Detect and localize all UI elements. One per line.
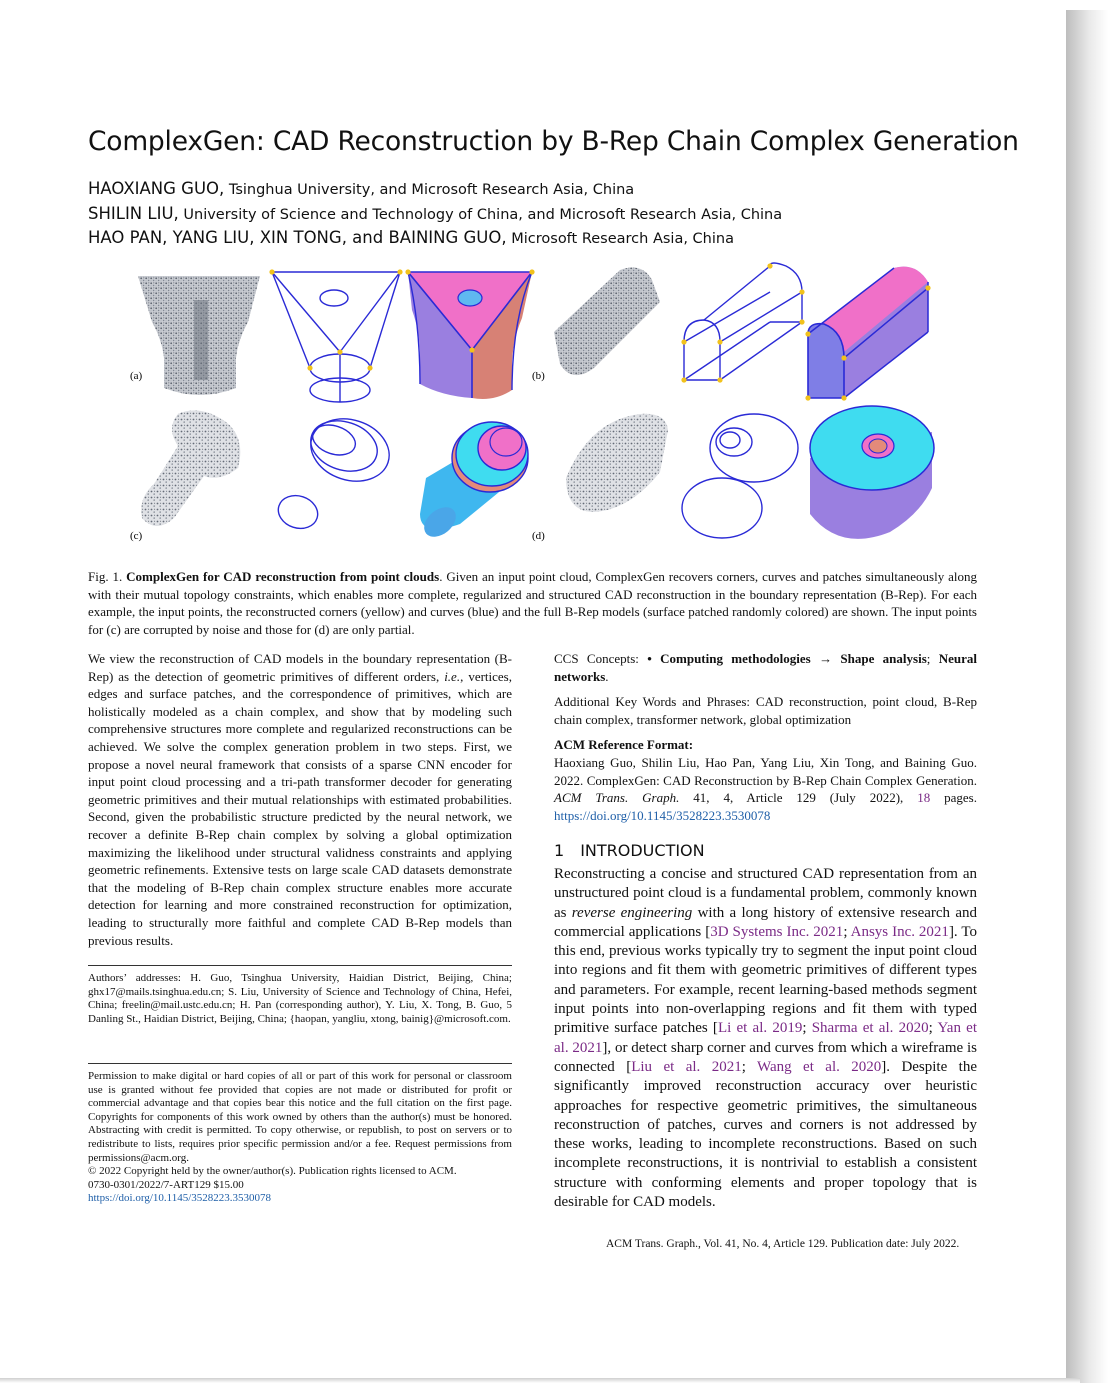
panel-a-pointcloud xyxy=(138,276,260,395)
figure-1: (a) (b) xyxy=(130,262,935,542)
reference-format: Haoxiang Guo, Shilin Liu, Hao Pan, Yang … xyxy=(554,754,977,824)
author-line-3: HAO PAN, YANG LIU, XIN TONG, and BAINING… xyxy=(88,228,734,247)
keywords: Additional Key Words and Phrases: CAD re… xyxy=(554,694,977,727)
author-names: HAO PAN, YANG LIU, XIN TONG, and BAINING… xyxy=(88,228,507,247)
intro-text: ; xyxy=(928,1020,938,1037)
divider xyxy=(88,1063,512,1064)
section-number: 1 xyxy=(554,841,565,860)
issn-line: 0730-0301/2022/7-ART129 $15.00 xyxy=(88,1178,244,1191)
panel-d-pointcloud xyxy=(566,413,668,512)
abstract-text: We view the reconstruction of CAD models… xyxy=(88,651,512,684)
panel-b-wireframe xyxy=(683,262,803,381)
citation-link[interactable]: Liu et al. 2021 xyxy=(631,1058,742,1075)
ccs-separator: ; xyxy=(926,651,939,666)
ccs-label: CCS Concepts: xyxy=(554,651,648,666)
permission-notice: Permission to make digital or hard copie… xyxy=(88,1070,512,1206)
abstract-text: , vertices, edges and surface patches, a… xyxy=(88,668,512,948)
intro-text: ; xyxy=(802,1020,812,1037)
panel-c-brep xyxy=(420,421,529,537)
ccs-end: . xyxy=(605,668,609,684)
permission-text: Permission to make digital or hard copie… xyxy=(88,1070,512,1164)
figure-caption: Fig. 1. ComplexGen for CAD reconstructio… xyxy=(88,568,977,638)
citation-link[interactable]: Sharma et al. 2020 xyxy=(811,1020,929,1037)
author-line-2: SHILIN LIU, University of Science and Te… xyxy=(88,204,782,223)
reference-text: 41, 4, Article 129 (July 2022), xyxy=(679,790,918,806)
citation-link[interactable]: Ansys Inc. 2021 xyxy=(850,923,949,940)
panel-a-wireframe xyxy=(271,271,401,403)
caption-prefix: Fig. 1. xyxy=(88,569,127,584)
panel-c-pointcloud xyxy=(141,410,241,526)
section-heading-introduction: 1 INTRODUCTION xyxy=(554,841,705,860)
caption-text: . Given an input point cloud, ComplexGen… xyxy=(88,569,977,637)
intro-emphasis: reverse engineering xyxy=(571,904,693,921)
panel-a-brep xyxy=(405,269,535,399)
paper-title: ComplexGen: CAD Reconstruction by B-Rep … xyxy=(88,126,1019,157)
panel-label-c: (c) xyxy=(130,530,143,542)
citation-link[interactable]: Wang et al. 2020 xyxy=(757,1058,882,1075)
authors-addresses: Authors’ addresses: H. Guo, Tsinghua Uni… xyxy=(88,972,512,1025)
reference-journal: ACM Trans. Graph. xyxy=(554,790,680,806)
divider xyxy=(88,965,512,966)
panel-label-d: (d) xyxy=(532,530,545,542)
intro-text: ], or detect sharp corner and curves fro… xyxy=(554,1039,977,1075)
panel-label-a: (a) xyxy=(130,370,143,382)
author-names: HAOXIANG GUO, xyxy=(88,179,225,198)
page-shadow-right xyxy=(1066,10,1108,1383)
citation-link[interactable]: Yan et al. 2021 xyxy=(554,1020,977,1056)
author-names: SHILIN LIU, xyxy=(88,204,179,223)
reference-doi-link[interactable]: https://doi.org/10.1145/3528223.3530078 xyxy=(554,807,771,823)
panel-c-wireframe xyxy=(277,418,390,530)
abstract: We view the reconstruction of CAD models… xyxy=(88,650,512,949)
author-line-1: HAOXIANG GUO, Tsinghua University, and M… xyxy=(88,179,634,198)
copyright-line: © 2022 Copyright held by the owner/autho… xyxy=(88,1165,457,1178)
introduction-text: Reconstructing a concise and structured … xyxy=(554,865,977,1212)
ccs-concepts: CCS Concepts: • Computing methodologies … xyxy=(554,650,977,685)
panel-b-brep xyxy=(805,266,931,401)
panel-d-wireframe xyxy=(681,413,799,539)
panel-label-b: (b) xyxy=(532,370,545,382)
intro-text: ; xyxy=(741,1058,758,1075)
intro-text: with a long history of extensive researc… xyxy=(554,904,978,940)
reference-text: Haoxiang Guo, Shilin Liu, Hao Pan, Yang … xyxy=(554,755,977,788)
caption-bold: ComplexGen for CAD reconstruction from p… xyxy=(126,569,440,584)
page-footer: ACM Trans. Graph., Vol. 41, No. 4, Artic… xyxy=(606,1238,960,1250)
reference-pages-link[interactable]: 18 xyxy=(917,790,931,806)
intro-text: ]. To this end, previous works typically… xyxy=(554,923,977,1037)
doi-link[interactable]: https://doi.org/10.1145/3528223.3530078 xyxy=(88,1192,272,1205)
author-affiliation: University of Science and Technology of … xyxy=(178,207,783,223)
panel-b-pointcloud xyxy=(554,267,660,376)
author-affiliation: Tsinghua University, and Microsoft Resea… xyxy=(224,182,635,198)
reference-text: pages. xyxy=(930,790,977,806)
paper-page xyxy=(0,0,1066,1380)
panel-d-brep xyxy=(809,405,935,539)
abstract-ie: i.e. xyxy=(444,668,461,684)
author-affiliation: Microsoft Research Asia, China xyxy=(506,231,734,247)
citation-link[interactable]: Li et al. 2019 xyxy=(717,1020,803,1037)
panel-b-corners xyxy=(681,263,805,383)
panel-a-corners xyxy=(269,269,403,371)
reference-heading: ACM Reference Format: xyxy=(554,737,694,752)
ccs-concept: • Computing methodologies → Shape analys… xyxy=(647,651,927,666)
intro-text: ]. Despite the significantly improved re… xyxy=(554,1058,978,1211)
ccs-concept: Neural networks xyxy=(554,651,977,684)
citation-link[interactable]: 3D Systems Inc. 2021 xyxy=(710,923,844,940)
page-shadow-bottom xyxy=(0,1378,1080,1383)
section-title: INTRODUCTION xyxy=(580,841,705,860)
intro-text: ; xyxy=(843,923,851,940)
intro-text: Reconstructing a concise and structured … xyxy=(554,866,977,921)
